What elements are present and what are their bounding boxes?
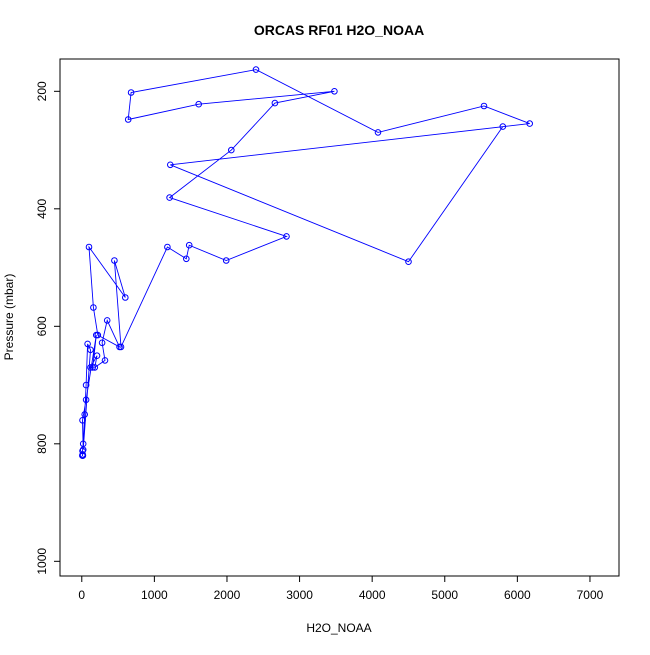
- data-point: [93, 352, 101, 360]
- data-point: [228, 146, 235, 154]
- data-point: [87, 364, 94, 371]
- data-point: [124, 116, 132, 123]
- y-axis: 200 400 600 800 1000: [35, 81, 61, 575]
- data-point: [331, 88, 338, 95]
- data-point: [94, 331, 102, 339]
- data-point: [183, 255, 190, 263]
- chart-title: ORCAS RF01 H2O_NOAA: [254, 22, 424, 38]
- y-tick-label: 800: [35, 433, 49, 453]
- x-tick-label: 7000: [577, 588, 604, 602]
- data-point: [91, 364, 99, 371]
- data-point: [167, 161, 174, 169]
- data-point: [81, 411, 88, 418]
- x-tick-label: 0: [78, 588, 85, 602]
- data-point: [79, 446, 87, 454]
- y-tick-label: 600: [35, 316, 49, 336]
- data-point: [252, 66, 260, 73]
- data-point: [499, 123, 507, 130]
- data-point: [283, 233, 290, 240]
- data-point: [79, 451, 86, 458]
- data-point: [90, 304, 97, 311]
- data-point: [84, 340, 91, 348]
- x-axis-label: H2O_NOAA: [306, 621, 371, 635]
- data-point: [166, 194, 173, 201]
- data-point: [127, 89, 135, 96]
- y-axis-label: Pressure (mbar): [2, 274, 16, 361]
- data-point: [222, 257, 230, 264]
- data-point: [271, 99, 279, 107]
- data-point: [87, 346, 94, 354]
- data-point: [111, 257, 118, 264]
- data-point: [103, 317, 111, 324]
- data-point: [164, 243, 171, 251]
- data-point: [82, 381, 90, 389]
- data-point: [405, 258, 412, 266]
- data-point: [79, 417, 86, 424]
- x-tick-label: 1000: [141, 588, 168, 602]
- data-point: [526, 120, 534, 127]
- data-point: [374, 129, 382, 136]
- x-axis: 0 1000 2000 3000 4000 5000 6000 7000: [78, 575, 604, 602]
- data-point: [122, 294, 129, 301]
- x-tick-label: 2000: [214, 588, 241, 602]
- y-tick-label: 400: [35, 198, 49, 218]
- data-series: [79, 66, 534, 459]
- series-line: [81, 69, 530, 457]
- data-point: [101, 357, 109, 364]
- data-point: [480, 102, 488, 110]
- data-point: [89, 364, 96, 371]
- x-tick-label: 6000: [504, 588, 531, 602]
- y-tick-label: 200: [35, 81, 49, 101]
- x-tick-label: 3000: [286, 588, 313, 602]
- x-tick-label: 5000: [431, 588, 458, 602]
- data-point: [185, 241, 193, 249]
- data-point: [85, 243, 93, 251]
- data-point: [117, 343, 125, 351]
- data-point: [98, 339, 106, 347]
- x-tick-label: 4000: [359, 588, 386, 602]
- data-point: [195, 100, 202, 108]
- y-tick-label: 1000: [35, 548, 49, 575]
- data-point: [82, 396, 90, 404]
